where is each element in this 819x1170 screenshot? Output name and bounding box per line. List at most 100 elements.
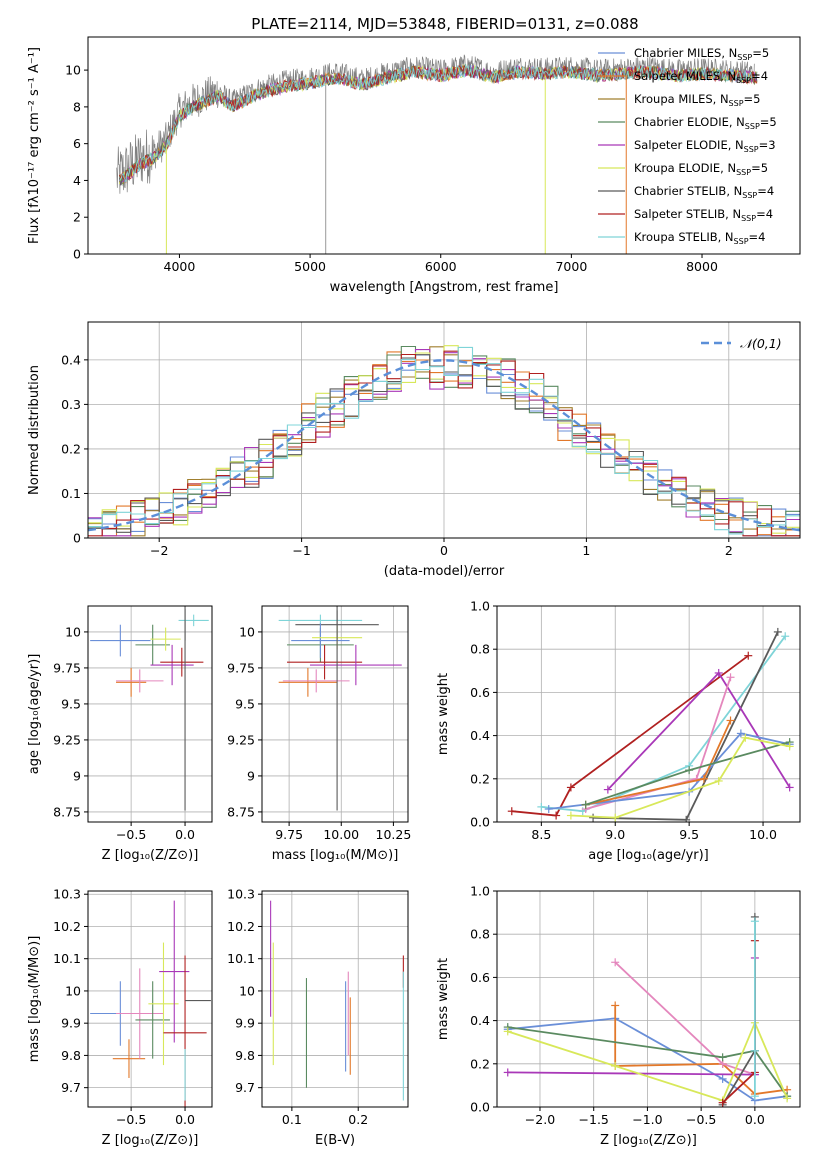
weight-marker [682,815,691,822]
legend-value: =5 [744,92,761,106]
y-tick-label: 0.3 [61,397,81,412]
weight-marker [718,1053,727,1062]
errorbar-points [270,900,404,1101]
errorbar-point [148,942,179,1066]
weight-marker [507,807,516,816]
y-axis-label: Flux [fλ10⁻¹⁷ erg cm⁻² s⁻¹ A⁻¹] [27,47,42,244]
x-tick-label: 0.0 [175,827,195,842]
y-tick-label: 9.9 [235,1016,255,1031]
legend-subscript: SSP [736,76,751,85]
model-spectrum-line [118,64,758,181]
errorbar-points [90,900,211,1107]
weight-marker [750,1092,759,1101]
y-tick-label: 0.2 [470,771,490,786]
weight-marker [714,668,723,677]
legend-entry: Chabrier ELODIE, NSSP=5 [634,115,777,131]
weight-marker [781,632,790,641]
legend-entry: Salpeter ELODIE, NSSP=3 [634,138,776,154]
x-tick-label: 10.00 [323,827,359,842]
y-tick-label: 9.25 [227,732,255,747]
axis-ticks: 4000 5000 6000 7000 8000 0 2 4 6 8 10 [65,63,718,274]
legend-text: Kroupa ELODIE, N [634,161,736,175]
x-tick-label: 7000 [555,259,587,274]
weight-marker [750,1046,759,1055]
axis-ticks: −2.0 −1.5 −1.0 −0.5 0.0 0.0 0.2 0.4 0.6 0.8 1.0 [470,884,765,1128]
histogram-series [88,346,800,535]
x-tick-label: 0.0 [745,1112,765,1127]
weight-marker [566,811,575,820]
weight-line [585,741,790,806]
model-spectrum-line [119,63,758,183]
x-tick-label: 0 [440,543,448,558]
weight-marker [611,813,620,822]
errorbar-point [150,644,194,686]
y-tick-label: 10.1 [227,951,255,966]
x-axis-label: wavelength [Angstrom, rest frame] [330,280,559,295]
errorbar-point [135,624,170,666]
legend-value: =5 [752,46,769,60]
x-tick-label: 9.75 [275,827,303,842]
legend-value: =4 [751,69,768,83]
y-tick-label: 0.2 [470,1056,490,1071]
y-tick-label: 10 [65,624,81,639]
legend-entry: Kroupa STELIB, NSSP=4 [634,230,765,246]
weight-marker [603,785,612,794]
errorbar-point [135,981,170,1059]
y-tick-label: 10.2 [227,919,255,934]
spectrum-panel: 4000 5000 6000 7000 8000 0 2 4 6 8 10 wavelength [A… [27,36,801,295]
x-tick-label: 8000 [686,259,718,274]
legend-entry: Salpeter MILES, NSSP=4 [634,69,768,85]
weight-series [503,912,792,1107]
legend-value: =5 [751,161,768,175]
weight-line [507,1026,788,1097]
errorbar-point [160,647,204,677]
weight-marker [544,805,553,814]
weight-marker [726,716,735,725]
y-tick-label: 10 [239,983,255,998]
x-axis-label: Z [log₁₀(Z/Z⊙)] [600,1133,697,1148]
y-tick-label: 10 [239,624,255,639]
x-tick-label: −1.5 [579,1112,609,1127]
y-tick-label: 0 [73,531,81,546]
y-tick-label: 10.3 [227,887,255,902]
x-axis-label: (data-model)/error [384,564,505,579]
x-tick-label: −1.0 [632,1112,662,1127]
x-tick-label: 0.1 [282,1112,302,1127]
weight-marker [611,958,620,967]
weight-marker [503,1068,512,1077]
x-tick-label: −0.5 [686,1112,716,1127]
y-axis-label: mass weight [436,958,451,1040]
mass-vs-metallicity-panel: −0.5 0.0 9.7 9.8 9.9 10 10.1 10.2 10.3 Z [log₁₀(Z… [27,887,213,1148]
y-tick-label: 0.8 [470,642,490,657]
y-tick-label: 9.5 [235,696,255,711]
weight-marker [589,813,598,822]
figure-title: PLATE=2114, MJD=53848, FIBERID=0131, z=0… [251,15,638,33]
y-tick-label: 8.75 [227,804,255,819]
y-tick-label: 0.6 [470,685,490,700]
axis-ticks: −0.5 0.0 9.7 9.8 9.9 10 10.1 10.2 10.3 [53,887,195,1127]
y-tick-label: 2 [73,210,81,225]
legend-entry: Kroupa ELODIE, NSSP=5 [634,161,768,177]
x-tick-label: 0.2 [348,1112,368,1127]
plot-frame [87,36,801,255]
y-tick-label: 8 [73,99,81,114]
y-tick-label: 9.7 [61,1080,81,1095]
weight-marker [785,742,794,751]
errorbar-points [278,606,402,811]
weight-line [541,635,786,813]
weight-marker [718,1074,727,1083]
weight-marker [736,729,745,738]
weight-marker [566,783,575,792]
y-tick-label: 0.6 [470,970,490,985]
errorbar-point [116,968,164,1059]
x-axis-label: Z [log₁₀(Z/Z⊙)] [102,1133,199,1148]
x-axis-label: age [log₁₀(age/yr)] [588,848,709,863]
legend-subscript: SSP [737,53,752,62]
errorbar-points [90,606,209,811]
legend-subscript: SSP [734,237,749,246]
axis-ticks: 0.1 0.2 9.7 9.8 9.9 10 10.1 10.2 10.3 [227,887,368,1127]
y-tick-label: 0.1 [61,486,81,501]
y-tick-label: 8.75 [53,804,81,819]
